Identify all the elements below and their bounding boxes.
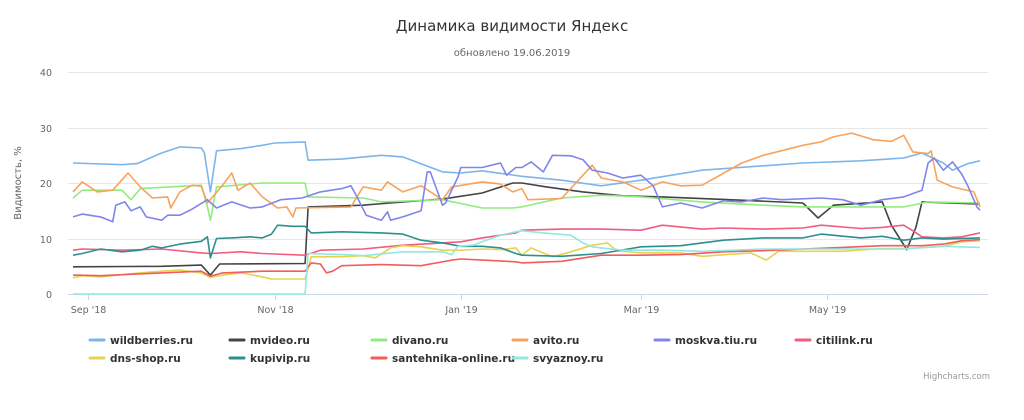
- legend-label: kupivip.ru: [250, 353, 310, 365]
- series-line-avito-ru[interactable]: [72, 132, 981, 218]
- y-tick-label: 20: [40, 179, 52, 190]
- x-tick-label: Jan '19: [444, 305, 477, 316]
- legend-item[interactable]: wildberries.ru: [88, 335, 193, 347]
- x-axis-ticks: Sep '18 Nov '18 Jan '19 Mar '19 May '19: [71, 294, 846, 316]
- legend-item[interactable]: svyaznoy.ru: [511, 353, 603, 365]
- legend-item[interactable]: moskva.tiu.ru: [653, 335, 757, 347]
- chart-title: Динамика видимости Яндекс: [396, 17, 628, 35]
- legend-label: moskva.tiu.ru: [675, 335, 757, 347]
- legend-label: divano.ru: [392, 335, 448, 347]
- y-axis-ticks: 0 10 20 30 40: [40, 68, 52, 301]
- legend-label: citilink.ru: [816, 335, 873, 347]
- highcharts-credits-link[interactable]: Highcharts.com: [923, 372, 990, 382]
- y-tick-label: 10: [40, 235, 52, 246]
- y-tick-label: 40: [40, 68, 52, 79]
- legend-item[interactable]: mvideo.ru: [228, 335, 310, 347]
- y-axis-title: Видимость, %: [13, 146, 24, 220]
- legend-item[interactable]: santehnika-online.ru: [370, 353, 515, 365]
- x-tick-label: Sep '18: [71, 305, 107, 316]
- series-line-svyaznoy-ru[interactable]: [73, 229, 981, 295]
- legend-item[interactable]: divano.ru: [370, 335, 448, 347]
- legend-item[interactable]: kupivip.ru: [228, 353, 310, 365]
- series-line-santehnika-online-ru[interactable]: [72, 238, 981, 277]
- plot-area: [72, 132, 981, 295]
- series-line-divano-ru[interactable]: [72, 182, 981, 221]
- x-tick-label: Nov '18: [257, 305, 293, 316]
- series-line-mvideo-ru[interactable]: [72, 182, 981, 276]
- legend-label: svyaznoy.ru: [533, 353, 603, 365]
- legend-label: avito.ru: [533, 335, 579, 347]
- chart-subtitle: обновлено 19.06.2019: [454, 48, 570, 59]
- legend-item[interactable]: avito.ru: [511, 335, 579, 347]
- legend-item[interactable]: dns-shop.ru: [88, 353, 181, 365]
- legend-label: dns-shop.ru: [110, 353, 181, 365]
- legend: wildberries.ru mvideo.ru divano.ru avito.ru…: [88, 335, 873, 365]
- y-tick-label: 0: [46, 290, 52, 301]
- legend-item[interactable]: citilink.ru: [794, 335, 873, 347]
- legend-label: santehnika-online.ru: [392, 353, 515, 365]
- legend-label: wildberries.ru: [110, 335, 193, 347]
- x-tick-label: Mar '19: [624, 305, 660, 316]
- series-line-kupivip-ru[interactable]: [72, 224, 981, 259]
- legend-label: mvideo.ru: [250, 335, 310, 347]
- series-line-moskva-tiu-ru[interactable]: [72, 154, 981, 223]
- series-line-dns-shop-ru[interactable]: [72, 239, 981, 280]
- series-line-wildberries-ru[interactable]: [72, 141, 981, 193]
- y-grid: [68, 72, 988, 240]
- y-tick-label: 30: [40, 124, 52, 135]
- x-tick-label: May '19: [809, 305, 846, 316]
